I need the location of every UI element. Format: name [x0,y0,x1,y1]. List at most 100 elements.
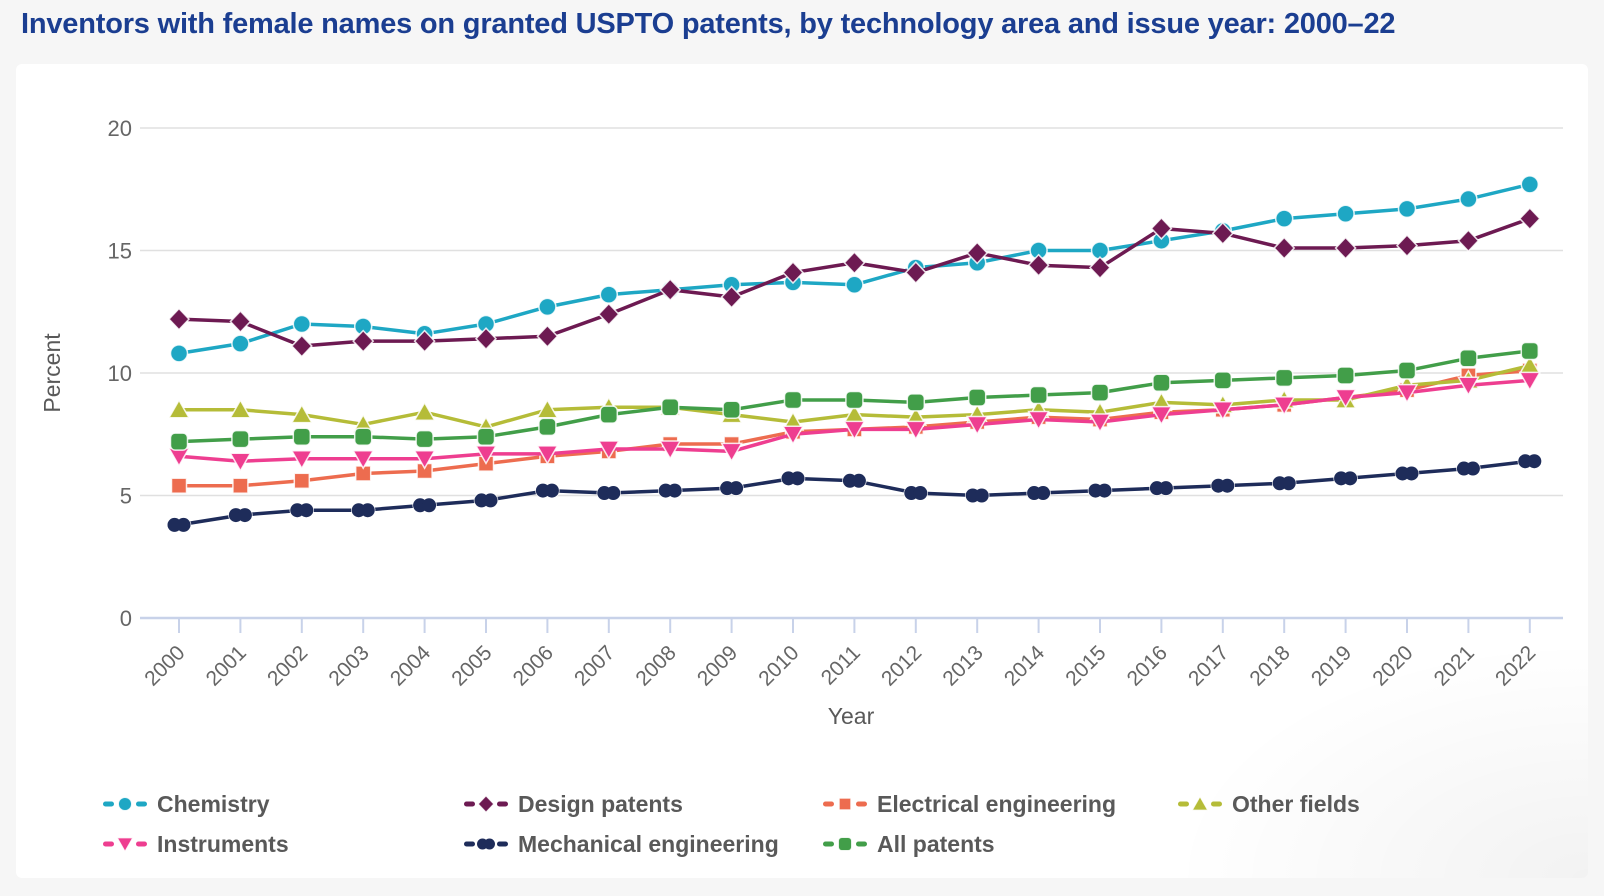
legend-item-mechanical-engineering[interactable]: Mechanical engineering [464,830,779,858]
x-tick-label: 2009 [693,641,742,690]
data-point-marker [228,507,253,523]
data-point-marker [903,485,929,501]
data-point-marker [229,398,252,419]
x-axis [140,616,1563,633]
legend-item-design-patents[interactable]: Design patents [464,790,683,818]
data-point-marker [166,517,192,533]
data-point-marker [1211,401,1235,421]
data-point-marker [1088,413,1112,434]
data-point-marker [474,327,498,351]
data-point-marker [473,492,499,509]
data-point-marker [290,403,314,424]
data-point-marker [1518,371,1542,392]
x-tick-label: 2011 [817,641,865,689]
data-point-marker [1152,373,1171,393]
data-point-marker [292,427,312,446]
data-point-marker [289,502,315,518]
x-tick-label: 2022 [1491,641,1540,690]
legend-item-all-patents[interactable]: All patents [823,830,995,858]
data-point-marker [1336,204,1355,223]
x-tick-label: 2017 [1184,641,1233,690]
chemistry-series-icon [103,796,147,812]
data-point-marker [1271,475,1297,491]
data-point-marker [1459,189,1478,209]
data-point-marker [838,797,852,811]
data-point-marker [1397,361,1417,380]
x-tick-label: 2007 [570,641,619,690]
legend-label-design-patents: Design patents [518,790,683,817]
data-point-marker [720,285,743,309]
data-point-marker [536,324,559,348]
data-point-marker [719,480,744,496]
data-point-marker [231,334,250,353]
data-point-marker [117,796,133,812]
data-point-marker [1274,368,1294,388]
page-title: Inventors with female names on granted U… [21,8,1396,40]
legend-label-all-patents: All patents [877,830,995,857]
series-all-patents [169,341,1540,451]
data-point-marker [1334,236,1357,260]
data-point-marker [1027,253,1050,277]
data-point-marker [597,302,620,326]
data-point-marker [1520,341,1540,361]
data-point-marker [659,278,682,302]
data-point-marker [169,344,189,363]
data-point-marker [658,440,682,460]
data-point-marker [1336,366,1355,385]
legend-item-instruments[interactable]: Instruments [103,830,289,858]
legend-item-electrical-engineering[interactable]: Electrical engineering [823,790,1116,818]
data-point-marker [1520,175,1540,194]
series-line-mechanical-engineering [178,459,1531,527]
x-tick-label: 2015 [1061,641,1110,690]
data-point-marker [1456,460,1481,477]
data-point-marker [842,473,867,489]
data-point-marker [415,429,434,449]
data-point-marker [843,420,866,441]
data-point-marker [1459,349,1478,368]
data-point-marker [169,432,189,451]
data-point-marker [967,388,987,407]
legend-item-other-fields[interactable]: Other fields [1178,790,1360,818]
data-point-marker [1272,396,1296,416]
data-point-marker [1517,453,1543,469]
data-point-marker [413,450,436,470]
x-tick-label: 2013 [938,641,987,690]
all-patents-series-icon [823,836,867,852]
x-tick-label: 2005 [447,641,496,690]
data-point-marker [1029,385,1048,405]
series-chemistry [169,175,1540,363]
data-point-marker [116,837,134,853]
data-point-marker [413,329,436,353]
other-fields-series-icon [1178,795,1222,811]
data-point-marker [1191,795,1209,811]
data-point-marker [231,429,250,449]
x-tick-label: 2000 [140,641,189,690]
data-point-marker [1333,470,1358,487]
data-point-marker [722,400,741,419]
data-point-marker [170,477,188,494]
series-markers-design-patents [167,207,1541,358]
data-point-marker [538,417,557,437]
data-point-marker [1087,482,1113,499]
x-tick-label: 2010 [754,641,803,690]
data-point-marker [536,445,559,465]
data-point-marker [596,485,622,501]
data-point-marker [966,241,989,265]
data-point-marker [1150,216,1173,241]
legend-label-instruments: Instruments [157,830,289,857]
data-point-marker [1394,465,1420,482]
legend-item-chemistry[interactable]: Chemistry [103,790,269,818]
y-tick-label: 15 [108,239,132,264]
chart-panel [16,64,1588,878]
data-point-marker [657,482,683,499]
series-design-patents [167,207,1541,358]
data-point-marker [1090,383,1110,402]
data-point-marker [904,260,927,285]
x-tick-label: 2002 [263,641,312,690]
x-tick-label: 2021 [1430,641,1479,690]
x-tick-label: 2018 [1245,641,1294,690]
data-point-marker [845,390,864,410]
y-tick-label: 10 [108,361,132,386]
data-point-marker [477,794,495,814]
